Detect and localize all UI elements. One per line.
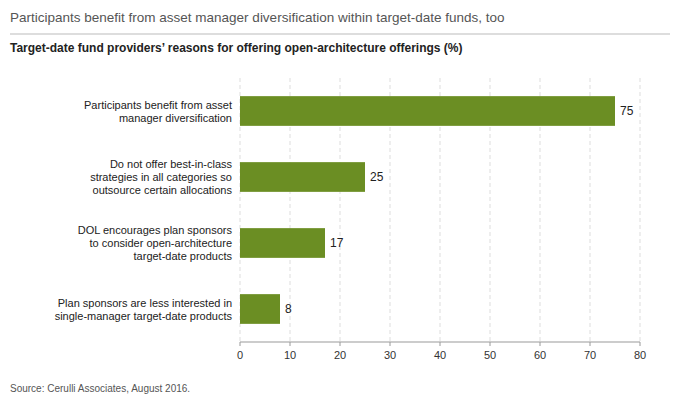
category-label-line: to consider open-architecture [90, 237, 232, 249]
category-label-line: Plan sponsors are less interested in [58, 297, 232, 309]
grid-line [640, 78, 641, 342]
x-tick [290, 342, 291, 346]
bar [240, 228, 325, 258]
category-label-line: strategies in all categories so [90, 171, 232, 183]
title-divider [10, 34, 670, 35]
x-tick-label: 60 [534, 349, 546, 361]
data-label: 17 [330, 236, 344, 250]
bar [240, 294, 280, 324]
x-tick-label: 80 [634, 349, 646, 361]
x-tick [490, 342, 491, 346]
data-label: 25 [370, 170, 384, 184]
category-label-line: Participants benefit from asset [84, 99, 232, 111]
x-tick [390, 342, 391, 346]
x-axis-line [240, 342, 640, 343]
bar [240, 162, 365, 192]
x-tick-label: 70 [584, 349, 596, 361]
chart-container: Participants benefit from asset manager … [0, 0, 680, 400]
category-label-line: Do not offer best-in-class [110, 158, 233, 170]
category-label: Participants benefit from assetmanager d… [84, 99, 232, 124]
category-label-line: target-date products [134, 250, 233, 262]
title: Participants benefit from asset manager … [10, 10, 505, 25]
category-label: Do not offer best-in-classstrategies in … [90, 158, 232, 196]
x-tick [590, 342, 591, 346]
category-label: Plan sponsors are less interested insing… [55, 297, 233, 322]
x-tick [340, 342, 341, 346]
category-label: DOL encourages plan sponsorsto consider … [78, 224, 233, 262]
x-tick-label: 30 [384, 349, 396, 361]
x-tick [640, 342, 641, 346]
x-tick [440, 342, 441, 346]
x-tick-label: 50 [484, 349, 496, 361]
category-label-line: outsource certain allocations [93, 184, 233, 196]
bar [240, 96, 615, 126]
x-tick [240, 342, 241, 346]
subtitle: Target-date fund providers’ reasons for … [10, 41, 463, 55]
data-label: 8 [285, 302, 292, 316]
category-label-line: manager diversification [119, 112, 232, 124]
chart-svg: Participants benefit from asset manager … [0, 0, 680, 400]
data-label: 75 [620, 104, 634, 118]
category-label-line: DOL encourages plan sponsors [78, 224, 233, 236]
x-tick-label: 20 [334, 349, 346, 361]
source: Source: Cerulli Associates, August 2016. [10, 383, 190, 394]
grid [240, 78, 640, 342]
category-label-line: single-manager target-date products [55, 310, 233, 322]
bars [240, 96, 615, 324]
x-tick-label: 10 [284, 349, 296, 361]
x-tick-label: 40 [434, 349, 446, 361]
x-tick-label: 0 [237, 349, 243, 361]
x-tick [540, 342, 541, 346]
